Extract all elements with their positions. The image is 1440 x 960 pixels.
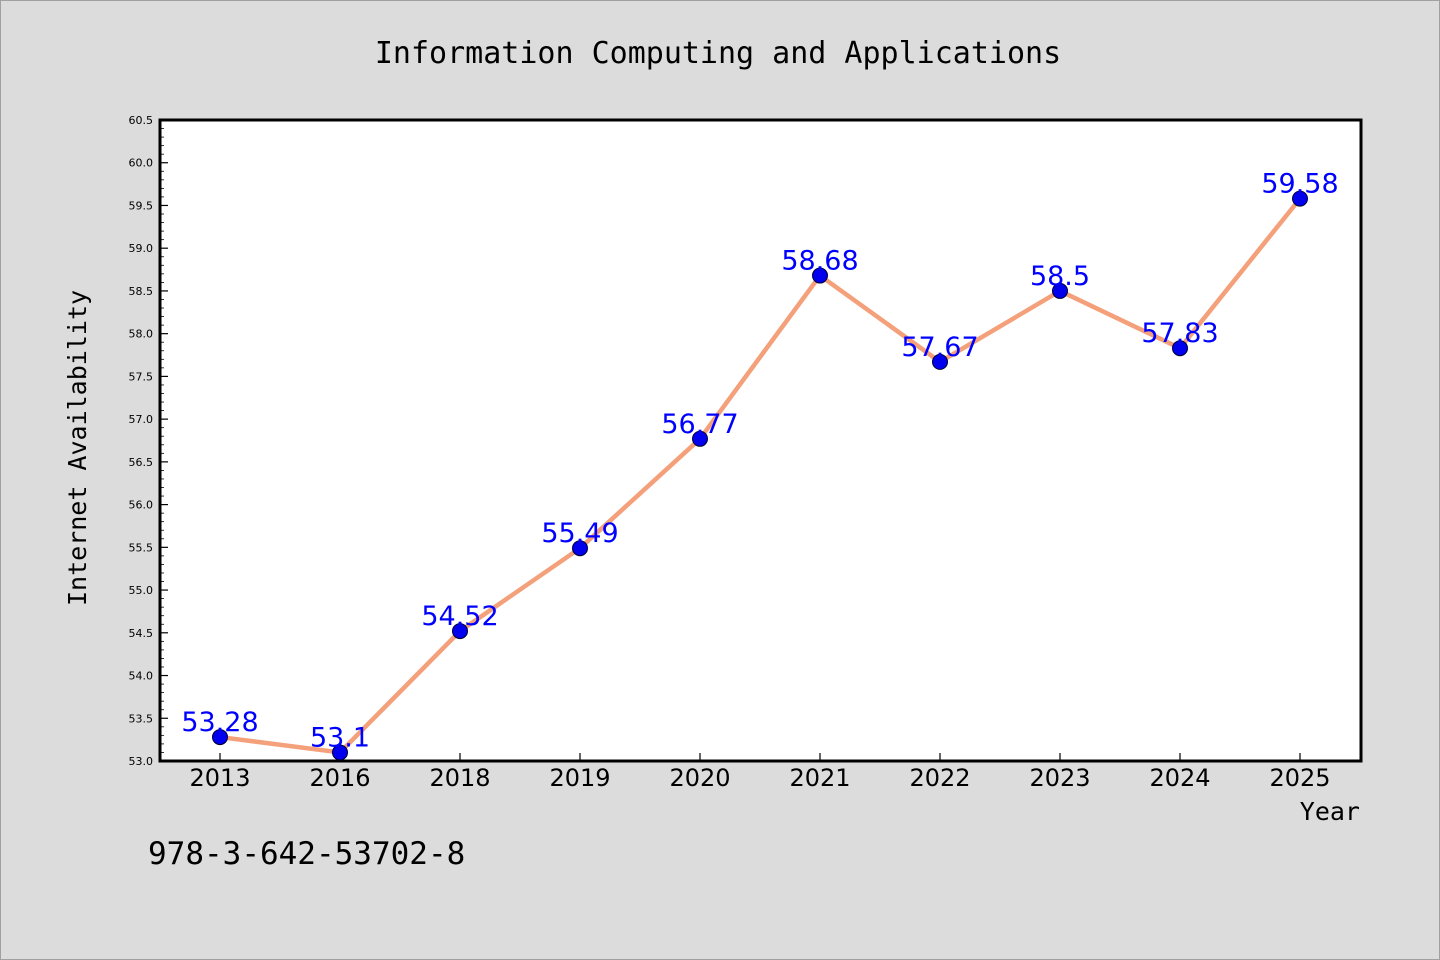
- data-point-marker: [572, 540, 588, 557]
- x-tick-label: 2025: [1269, 764, 1330, 792]
- x-tick-label: 2024: [1149, 764, 1210, 792]
- x-tick-label: 2020: [669, 764, 730, 792]
- data-point-marker: [812, 267, 828, 284]
- data-point-marker: [932, 353, 948, 370]
- y-tick-label: 57.0: [129, 413, 154, 426]
- y-tick-label: 60.0: [129, 157, 154, 170]
- data-label: 57.67: [901, 332, 978, 363]
- marker-group: [212, 190, 1308, 761]
- data-label-group: 53.28 53.1 54.52 55.49 56.77 58.68 57.67 58.5 57…: [181, 169, 1338, 754]
- y-tick-label: 53.0: [129, 755, 154, 768]
- data-point-marker: [1292, 190, 1308, 207]
- y-tick-label: 58.5: [129, 285, 154, 298]
- data-point-marker: [332, 744, 348, 761]
- y-tick-label: 54.0: [129, 670, 154, 683]
- y-tick-label: 55.5: [129, 541, 154, 554]
- x-tick-label: 2019: [549, 764, 610, 792]
- data-point-marker: [1052, 282, 1068, 299]
- x-tick-label: 2023: [1029, 764, 1090, 792]
- y-tick-label: 56.5: [129, 456, 154, 469]
- data-point-marker: [1172, 340, 1188, 357]
- y-tick-label: 58.0: [129, 328, 154, 341]
- y-tick-label: 54.5: [129, 627, 154, 640]
- data-point-marker: [692, 430, 708, 447]
- x-tick-label: 2016: [309, 764, 370, 792]
- data-label: 53.1: [310, 722, 370, 753]
- x-tick-label: 2021: [789, 764, 850, 792]
- y-tick-label: 57.5: [129, 370, 154, 383]
- x-tick-label: 2018: [429, 764, 490, 792]
- y-tick-label: 60.5: [129, 114, 154, 127]
- data-label: 57.83: [1141, 318, 1218, 349]
- data-label: 58.68: [781, 246, 858, 277]
- x-tick-label: 2022: [909, 764, 970, 792]
- series-line-group: [217, 196, 1303, 755]
- y-tick-label: 53.5: [129, 712, 154, 725]
- y-axis: 53.0 53.5 54.0 54.5 55.0 55.5 56.0 56.5 57.0 57.5…: [129, 114, 168, 768]
- footer-isbn: 978-3-642-53702-8: [148, 836, 465, 872]
- x-axis-label: Year: [1300, 797, 1360, 826]
- plot-area: [158, 118, 1363, 763]
- data-label: 55.49: [541, 518, 618, 549]
- data-label: 59.58: [1261, 169, 1338, 200]
- y-tick-label: 59.0: [129, 242, 154, 255]
- chart-title: Information Computing and Applications: [375, 36, 1061, 71]
- x-tick-label: 2013: [189, 764, 250, 792]
- y-tick-label: 56.0: [129, 499, 154, 512]
- data-point-marker: [452, 623, 468, 640]
- data-label: 53.28: [181, 707, 258, 738]
- x-axis: 2013 2016 2018 2019 2020 2021 2022 2023 2024 2025: [189, 753, 1331, 792]
- data-label: 58.5: [1030, 261, 1090, 292]
- y-axis-label: Internet Availability: [63, 290, 92, 606]
- series-line: [217, 196, 1303, 755]
- data-label: 54.52: [421, 601, 498, 632]
- data-point-marker: [212, 729, 228, 746]
- y-tick-label: 59.5: [129, 199, 154, 212]
- y-tick-label: 55.0: [129, 584, 154, 597]
- data-label: 56.77: [661, 409, 738, 440]
